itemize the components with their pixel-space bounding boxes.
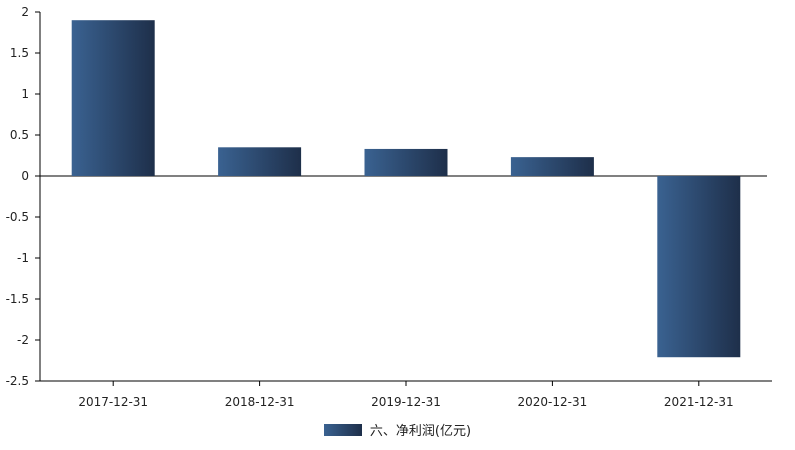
y-tick-label: 1	[21, 87, 29, 101]
bar-chart: 2 1.5 1 0.5 0 -0.5 -1 -1.5 -2 -2.5 2017-12-31 2018…	[6, 5, 772, 409]
bar-2021-12-31	[657, 176, 741, 358]
bar-2017-12-31	[71, 20, 155, 177]
y-axis: 2 1.5 1 0.5 0 -0.5 -1 -1.5 -2 -2.5	[6, 5, 41, 388]
y-tick-label: 2	[21, 5, 29, 19]
x-tick-label: 2017-12-31	[78, 395, 148, 409]
y-tick-label: -1	[17, 251, 29, 265]
bar-2020-12-31	[510, 157, 594, 176]
y-tick-label: -2.5	[6, 374, 29, 388]
bar-2019-12-31	[364, 148, 448, 176]
y-tick-label: 0.5	[10, 128, 29, 142]
y-tick-label: 1.5	[10, 46, 29, 60]
bars-group	[71, 20, 741, 358]
y-tick-label: 0	[21, 169, 29, 183]
legend-label: 六、净利润(亿元)	[369, 424, 472, 439]
x-tick-label: 2018-12-31	[225, 395, 295, 409]
y-tick-label: -1.5	[6, 292, 29, 306]
x-tick-label: 2019-12-31	[371, 395, 441, 409]
y-tick-label: -0.5	[6, 210, 29, 224]
x-tick-label: 2021-12-31	[664, 395, 734, 409]
y-tick-label: -2	[17, 333, 29, 347]
legend: 六、净利润(亿元)	[0, 420, 795, 439]
x-tick-label: 2020-12-31	[518, 395, 588, 409]
legend-swatch	[323, 423, 362, 436]
bar-2018-12-31	[218, 147, 302, 176]
